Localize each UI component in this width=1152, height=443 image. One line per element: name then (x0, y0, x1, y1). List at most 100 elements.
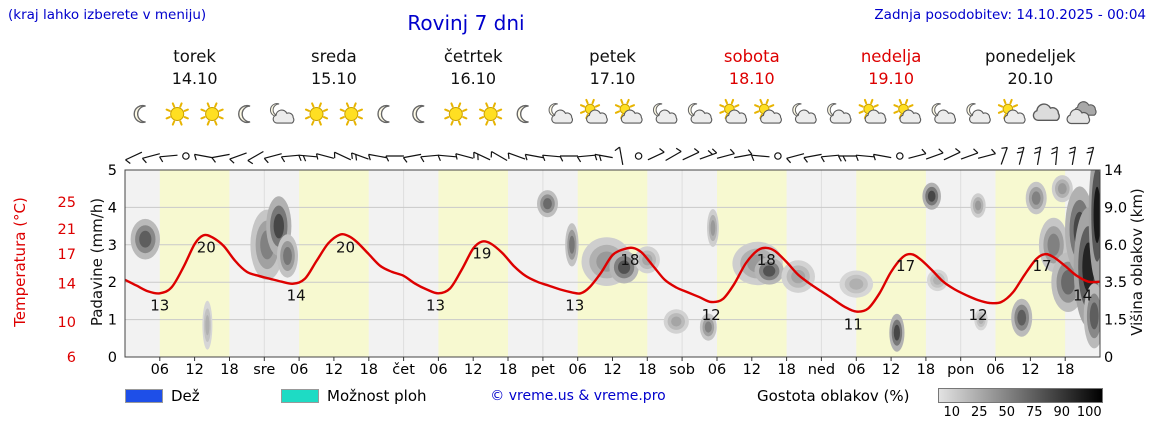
temperature-value-label: 11 (844, 316, 863, 334)
x-hour-label: 06 (847, 362, 865, 378)
precip-tick-label: 3 (108, 238, 117, 254)
weather-icon-sun-cloud (997, 98, 1026, 124)
x-hour-label: 18 (638, 362, 656, 378)
wind-calm-icon (774, 152, 782, 160)
cloud-icon (899, 109, 922, 124)
weather-icon-sun (165, 102, 189, 126)
weather-icon-sun (200, 102, 224, 126)
wind-barb-icon (647, 148, 665, 161)
copyright-link[interactable]: © vreme.us & vreme.pro (490, 388, 666, 404)
shower-legend-label: Možnost ploh (327, 387, 427, 405)
wind-barb-icon (125, 151, 143, 164)
cloud-density-value: 100 (1076, 405, 1102, 420)
weather-icon-moon (133, 104, 146, 124)
x-hour-label: 12 (464, 362, 482, 378)
weather-icon-moon-cloud (687, 103, 713, 124)
cloud-icon (760, 109, 782, 124)
cloud-density-label: Gostota oblakov (%) (757, 387, 910, 405)
cloud-height-tick-label: 1.5 (1104, 313, 1127, 329)
cloud-density-value: 25 (970, 405, 988, 420)
rain-legend-label: Dež (171, 387, 200, 405)
temperature-value-label: 14 (1073, 287, 1092, 305)
precip-tick-label: 4 (108, 200, 117, 216)
moon-icon (412, 104, 425, 124)
cloud-density-value: 75 (1025, 405, 1043, 420)
temp-tick-label: 21 (58, 222, 76, 238)
temperature-value-label: 20 (336, 238, 355, 256)
x-hour-label: 06 (151, 362, 169, 378)
day-date: 17.10 (590, 69, 636, 88)
wind-barb-icon (473, 151, 491, 161)
wind-barb-icon (1068, 146, 1076, 166)
location-hint: (kraj lahko izberete v meniju) (8, 7, 207, 23)
wind-barb-icon (1051, 146, 1058, 166)
cloud-height-tick-label: 0 (1104, 350, 1113, 366)
x-hour-label: 18 (499, 362, 517, 378)
weather-icon-moon-cloud (792, 103, 817, 124)
day-date: 19.10 (868, 69, 914, 88)
weather-icon-sun-cloud (754, 98, 782, 124)
wind-barb-icon (734, 149, 753, 159)
wind-barb-icon (159, 154, 178, 163)
x-hour-label: 06 (290, 362, 308, 378)
precip-tick-label: 0 (108, 350, 117, 366)
weather-icon-sun-cloud (719, 98, 748, 124)
x-hour-label: 12 (185, 362, 203, 378)
cloud-icon (272, 109, 295, 124)
x-hour-label: 12 (882, 362, 900, 378)
day-date: 15.10 (311, 69, 357, 88)
day-name: sobota (724, 47, 780, 66)
wind-barb-icon (402, 153, 422, 163)
temperature-value-label: 13 (565, 296, 584, 314)
x-hour-label: 06 (568, 362, 586, 378)
day-name: sreda (311, 47, 357, 66)
x-hour-label: 18 (917, 362, 935, 378)
day-date: 20.10 (1007, 69, 1053, 88)
x-hour-label: 12 (1021, 362, 1039, 378)
cloud-density-value: 90 (1053, 405, 1071, 420)
cloud-density-values: 10 25 50 75 90 100 (938, 405, 1105, 420)
x-day-abbr-label: sre (253, 362, 275, 378)
temp-tick-label: 14 (58, 277, 76, 293)
wind-barb-icon (803, 153, 822, 163)
temp-tick-label: 17 (58, 247, 76, 263)
wind-barb-icon (229, 152, 247, 164)
moon-icon (516, 104, 529, 124)
day-name: četrtek (444, 47, 503, 66)
moon-icon (377, 104, 390, 124)
cloud-height-axis-title: Višina oblakov (km) (1128, 188, 1146, 336)
cloud-density-value: 50 (998, 405, 1016, 420)
wind-barb-icon (576, 154, 596, 163)
wind-barb-icon (298, 154, 317, 162)
wind-barb-icon (699, 148, 718, 160)
wind-barb-icon (820, 154, 840, 163)
x-hour-label: 18 (777, 362, 795, 378)
cloud-density-value: 10 (943, 405, 961, 420)
day-name: ponedeljek (985, 47, 1076, 66)
temp-tick-label: 6 (67, 350, 76, 366)
x-day-abbr-label: čet (392, 362, 415, 378)
sun-icon (165, 102, 189, 126)
wind-barb-icon (682, 148, 700, 161)
weather-icon-moon (412, 104, 425, 124)
cloud-icon (829, 109, 852, 124)
x-hour-label: 18 (220, 362, 238, 378)
cloud-height-tick-label: 9.0 (1104, 200, 1127, 216)
temp-tick-label: 10 (58, 315, 76, 331)
wind-barb-icon (542, 154, 561, 162)
moon-icon (238, 104, 251, 124)
wind-barb-icon (524, 153, 544, 161)
wind-barb-icon (420, 154, 439, 163)
wind-barb-icon (837, 155, 857, 162)
temp-tick-label: 25 (58, 195, 76, 211)
wind-barb-icon (437, 154, 457, 162)
wind-calm-icon (634, 152, 643, 160)
wind-barb-icon (960, 148, 979, 160)
cloud-icon (969, 109, 991, 124)
weather-icon-moon-cloud (966, 103, 991, 124)
weather-icon-sun-cloud (614, 98, 643, 124)
x-hour-label: 12 (325, 362, 343, 378)
wind-barb-icon (507, 152, 526, 160)
moon-icon (133, 104, 146, 124)
wind-barb-icon (141, 153, 160, 164)
